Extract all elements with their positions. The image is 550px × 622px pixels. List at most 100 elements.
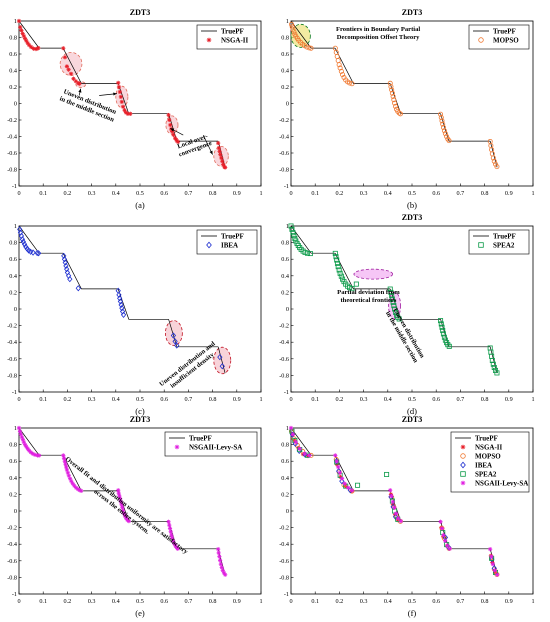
data-point (174, 342, 180, 349)
data-point (70, 481, 75, 486)
data-point (334, 459, 339, 464)
data-point (288, 21, 294, 27)
chart-panel-3: 0 0.1 0.2 0.3 0.4 0.5 0.6 0.7 0.8 0.9 1 1 0.8 0.6 0.4 0… (7, 223, 262, 416)
data-point (338, 68, 344, 74)
data-point (489, 555, 495, 563)
y-tick-label: 1 (286, 223, 289, 230)
legend-marker (174, 444, 180, 450)
data-point (291, 29, 297, 35)
x-tick-label: 0 (289, 598, 292, 605)
y-tick-label: 0.8 (281, 442, 289, 449)
data-point (489, 357, 495, 363)
data-point (291, 233, 297, 239)
data-point (118, 301, 124, 308)
data-point (490, 361, 496, 367)
legend-label: NSGAII-Levy-SA (189, 444, 242, 452)
data-point (62, 259, 68, 266)
data-point (389, 493, 394, 499)
data-point (387, 286, 393, 292)
legend-label: TruePF (475, 435, 498, 443)
data-point (218, 152, 223, 157)
data-point (495, 572, 500, 577)
panel-label: (c) (135, 406, 145, 416)
data-point (308, 45, 314, 51)
data-point (16, 18, 22, 24)
y-tick-label: 0.2 (281, 491, 289, 498)
data-point (117, 89, 123, 95)
y-tick-label: 0.8 (281, 240, 289, 247)
data-point (219, 155, 224, 161)
data-point (491, 365, 497, 371)
data-point (216, 550, 221, 556)
x-tick-label: 0.6 (160, 598, 168, 605)
y-tick-label: -1 (12, 183, 17, 190)
y-tick-label: -0.2 (279, 525, 289, 532)
y-tick-label: -1 (12, 591, 17, 598)
y-tick-label: 0.4 (9, 475, 17, 482)
legend-label: NSGA-II (221, 37, 249, 45)
y-tick-label: 0.4 (281, 68, 289, 75)
data-point (61, 252, 67, 260)
data-point (216, 141, 221, 146)
y-tick-label: 0 (286, 306, 289, 313)
data-point (390, 299, 396, 305)
y-tick-label: 1 (286, 425, 289, 432)
data-point (66, 67, 71, 72)
y-tick-label: -0.6 (279, 150, 289, 157)
y-tick-label: -0.8 (279, 167, 289, 174)
truepf-line (168, 319, 219, 348)
data-point (36, 45, 41, 51)
data-point (334, 257, 340, 263)
y-tick-label: 0.2 (9, 84, 17, 91)
data-point (333, 254, 339, 260)
x-tick-label: 0.7 (185, 598, 193, 605)
data-point (336, 62, 342, 68)
x-tick-label: 0.6 (432, 190, 440, 197)
x-tick-label: 0.7 (457, 598, 465, 605)
x-tick-label: 0.8 (209, 598, 217, 605)
y-tick-label: 0 (14, 306, 17, 313)
y-tick-label: 0 (286, 101, 289, 108)
data-point (25, 41, 30, 46)
legend-marker (460, 444, 466, 450)
x-tick-label: 0.6 (432, 396, 440, 403)
y-tick-label: 0 (286, 508, 289, 515)
data-point (389, 87, 395, 93)
data-point (384, 471, 390, 477)
panel-label: (f) (408, 608, 417, 618)
y-tick-label: 0.8 (281, 35, 289, 42)
x-tick-label: 0.1 (39, 190, 47, 197)
data-point (333, 453, 338, 458)
x-tick-label: 0.4 (112, 598, 120, 605)
x-tick-label: 0.9 (505, 190, 513, 197)
data-point (289, 24, 295, 30)
legend-marker (206, 241, 212, 249)
annotation: Overall fit and distribution uniformity … (64, 456, 190, 556)
data-point (445, 543, 450, 548)
legend-label: TruePF (189, 435, 212, 443)
data-point (217, 353, 223, 361)
legend-label: NSGAII-Levy-SA (475, 480, 528, 488)
y-tick-label: -0.2 (7, 323, 17, 330)
x-tick-label: 0.1 (39, 598, 47, 605)
arrow-head (78, 88, 82, 93)
chart-panel-5: 0 0.1 0.2 0.3 0.4 0.5 0.6 0.7 0.8 0.9 1 1 0.8 0.6 0.4 0… (7, 415, 262, 618)
y-tick-label: 0.8 (9, 35, 17, 42)
legend-label: IBEA (221, 242, 238, 250)
data-point (304, 250, 310, 256)
legend-box (196, 229, 258, 255)
legend-box (164, 431, 258, 457)
truepf-line (290, 225, 336, 254)
data-point (21, 241, 28, 248)
y-tick-label: -0.6 (279, 356, 289, 363)
data-point (119, 305, 125, 312)
x-tick-label: 0.9 (233, 396, 241, 403)
data-point (392, 306, 398, 312)
data-point (34, 249, 40, 257)
y-tick-label: -0.4 (7, 541, 17, 548)
data-point (77, 81, 82, 86)
x-tick-label: 1 (259, 396, 262, 403)
data-point (61, 46, 66, 51)
